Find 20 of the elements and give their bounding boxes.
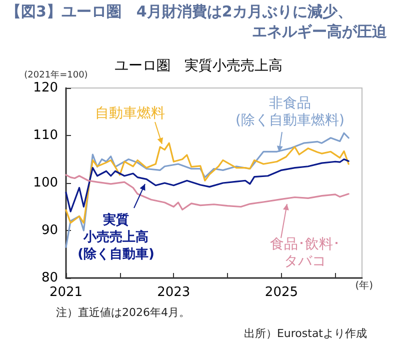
text: 食品･飲料･タバコ — [270, 236, 340, 270]
x-tick-label: 2025 — [264, 285, 298, 300]
line-series — [65, 158, 350, 212]
series-label: 非食品(除く自動車燃料) — [236, 96, 344, 128]
series-label: 自動車燃料 — [95, 106, 165, 122]
text: 注）直近値は2026年4月。 — [56, 306, 190, 319]
y-tick-label: 90 — [41, 223, 58, 238]
text: 出所）Eurostatより作成 — [244, 327, 367, 340]
y-tick-label: 80 — [41, 270, 58, 286]
y-tick-label: 110 — [33, 128, 58, 143]
y-axis-title: (2021年=100) — [24, 70, 88, 80]
y-tick-label: 100 — [33, 176, 58, 190]
x-tick-label: 2021 — [49, 285, 83, 300]
chart-title: 【図3】ユーロ圏 4月財消費は2カ月ぶりに減少、エネルギー高が圧迫 — [6, 2, 388, 40]
chart-subtitle: ユーロ圏 実質小売売上高 — [114, 58, 282, 74]
line-series — [65, 174, 350, 210]
y-tick-label: 120 — [33, 80, 58, 96]
x-tick-label: 2023 — [157, 285, 190, 300]
x-axis-title: (年) — [355, 280, 374, 292]
legend-label: 実質小売売上高(除く自動車) — [78, 212, 154, 262]
